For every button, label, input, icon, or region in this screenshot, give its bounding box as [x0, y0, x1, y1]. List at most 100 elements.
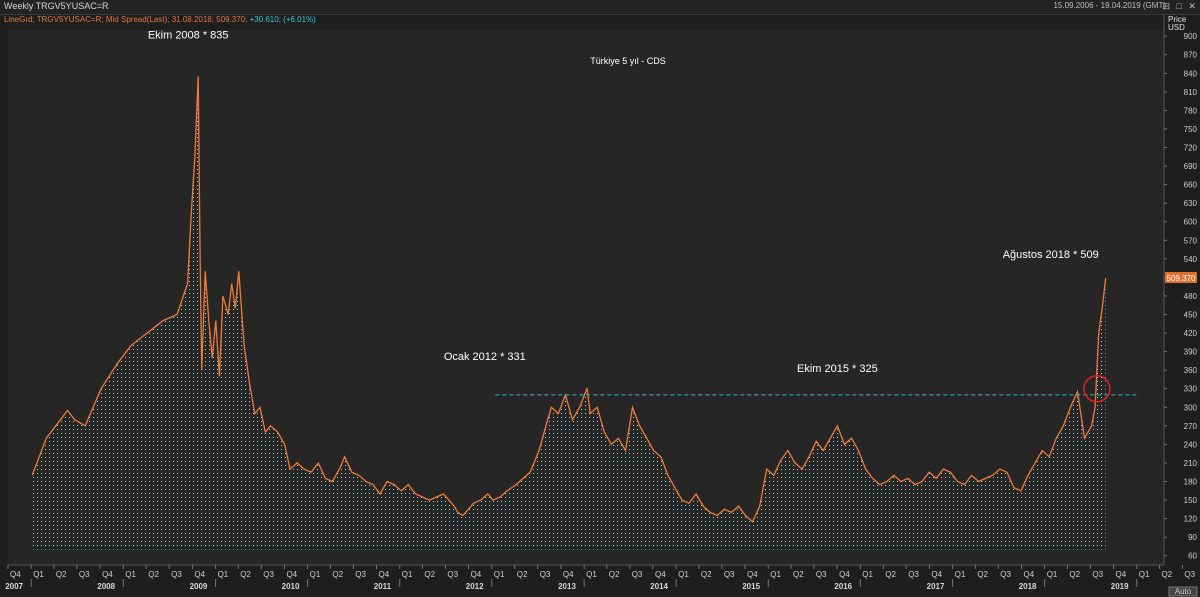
y-tick-label: 810 [1184, 88, 1198, 97]
y-tick-label: 870 [1184, 51, 1198, 60]
x-quarter-label: Q4 [471, 570, 482, 579]
y-tick-label: 120 [1184, 515, 1198, 524]
annotation-label: Ağustos 2018 * 509 [1003, 249, 1099, 261]
y-axis-header-price: Price [1168, 15, 1187, 24]
annotation-label: Ocak 2012 * 331 [444, 351, 526, 363]
x-quarter-label: Q3 [632, 570, 643, 579]
y-tick-label: 330 [1184, 385, 1198, 394]
y-tick-label: 900 [1184, 32, 1198, 41]
x-year-label: 2008 [97, 582, 115, 591]
series-legend: LineGrd; TRGV5YUSAC=R; Mid Spread(Last);… [4, 15, 316, 24]
x-year-label: 2013 [558, 582, 576, 591]
x-quarter-label: Q2 [148, 570, 159, 579]
chart-title: Türkiye 5 yıl - CDS [590, 56, 666, 66]
x-year-label: 2011 [374, 582, 392, 591]
x-quarter-label: Q3 [79, 570, 90, 579]
window-buttons[interactable]: ⊟ □ ✕ [1162, 1, 1198, 11]
area-fill [32, 76, 1106, 550]
auto-label: Auto [1175, 587, 1192, 596]
x-quarter-label: Q1 [218, 570, 229, 579]
x-quarter-label: Q1 [955, 570, 966, 579]
highlight-circle [1083, 374, 1111, 403]
y-tick-label: 660 [1184, 181, 1198, 190]
x-quarter-label: Q2 [885, 570, 896, 579]
x-quarter-label: Q3 [447, 570, 458, 579]
x-year-label: 2019 [1111, 582, 1129, 591]
x-quarter-label: Q2 [793, 570, 804, 579]
y-tick-label: 450 [1184, 311, 1198, 320]
x-quarter-label: Q4 [563, 570, 574, 579]
x-year-label: 2016 [834, 582, 852, 591]
y-tick-label: 270 [1184, 422, 1198, 431]
x-quarter-label: Q3 [724, 570, 735, 579]
y-tick-label: 210 [1184, 459, 1198, 468]
x-quarter-label: Q4 [1023, 570, 1034, 579]
x-quarter-label: Q1 [678, 570, 689, 579]
x-year-label: 2007 [5, 582, 23, 591]
x-quarter-label: Q1 [862, 570, 873, 579]
x-quarter-label: Q1 [586, 570, 597, 579]
y-tick-label: 300 [1184, 403, 1198, 412]
y-tick-label: 480 [1184, 292, 1198, 301]
x-quarter-label: Q2 [609, 570, 620, 579]
x-quarter-label: Q2 [701, 570, 712, 579]
auto-button [1168, 586, 1198, 597]
last-value-label: 509.370 [1167, 274, 1196, 283]
x-quarter-label: Q4 [102, 570, 113, 579]
y-tick-label: 750 [1184, 125, 1198, 134]
y-tick-label: 840 [1184, 69, 1198, 78]
x-quarter-label: Q1 [402, 570, 413, 579]
y-tick-label: 240 [1184, 440, 1198, 449]
legend-text: LineGrd; TRGV5YUSAC=R; Mid Spread(Last);… [4, 15, 248, 24]
annotations: Ekim 2008 * 835 Ocak 2012 * 331 Ekim 2015 … [148, 29, 1099, 374]
legend-change: +30.610; (+6.01%) [249, 15, 316, 24]
y-tick-label: 360 [1184, 366, 1198, 375]
x-quarter-label: Q4 [1116, 570, 1127, 579]
x-quarter-label: Q2 [977, 570, 988, 579]
x-quarter-label: Q2 [1161, 570, 1172, 579]
x-year-label: 2010 [282, 582, 300, 591]
annotation-label: Ekim 2008 * 835 [148, 29, 229, 41]
x-quarter-label: Q3 [816, 570, 827, 579]
x-quarter-label: Q4 [931, 570, 942, 579]
title-bar: Weekly TRGV5YUSAC=R 15.09.2006 - 19.04.2… [0, 0, 1200, 15]
y-tick-label: 180 [1184, 478, 1198, 487]
y-tick-label: 600 [1184, 218, 1198, 227]
x-year-label: 2012 [466, 582, 484, 591]
y-tick-label: 690 [1184, 162, 1198, 171]
y-tick-label: 570 [1184, 236, 1198, 245]
y-tick-label: 90 [1188, 533, 1197, 542]
x-quarter-label: Q2 [424, 570, 435, 579]
x-quarter-label: Q2 [517, 570, 528, 579]
last-value-tag [1165, 272, 1197, 284]
x-year-label: 2014 [650, 582, 668, 591]
x-quarter-label: Q1 [1047, 570, 1058, 579]
x-quarter-label: Q3 [263, 570, 274, 579]
x-quarter-label: Q4 [839, 570, 850, 579]
x-quarter-label: Q4 [286, 570, 297, 579]
x-quarter-label: Q1 [1139, 570, 1150, 579]
annotation-label: Ekim 2015 * 325 [797, 363, 878, 375]
x-quarter-label: Q3 [171, 570, 182, 579]
y-tick-label: 420 [1184, 329, 1198, 338]
x-quarter-label: Q4 [379, 570, 390, 579]
x-quarter-label: Q1 [125, 570, 136, 579]
y-axis-header-currency: USD [1168, 23, 1185, 32]
x-quarter-label: Q4 [747, 570, 758, 579]
x-quarter-label: Q3 [355, 570, 366, 579]
y-tick-label: 630 [1184, 199, 1198, 208]
x-quarter-label: Q3 [540, 570, 551, 579]
x-quarter-label: Q3 [1000, 570, 1011, 579]
y-tick-label: 390 [1184, 348, 1198, 357]
date-range: 15.09.2006 - 19.04.2019 (GMT) [1053, 1, 1166, 10]
x-quarter-label: Q2 [240, 570, 251, 579]
x-year-label: 2009 [190, 582, 208, 591]
x-year-label: 2015 [742, 582, 760, 591]
x-quarter-label: Q1 [770, 570, 781, 579]
x-quarter-label: Q2 [56, 570, 67, 579]
x-quarter-label: Q1 [494, 570, 505, 579]
x-quarter-label: Q3 [1092, 570, 1103, 579]
cds-line [31, 76, 1107, 523]
